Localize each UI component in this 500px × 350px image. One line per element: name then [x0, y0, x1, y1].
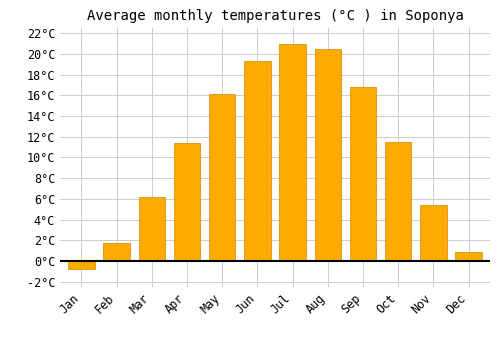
Title: Average monthly temperatures (°C ) in Soponya: Average monthly temperatures (°C ) in So… — [86, 9, 464, 23]
Bar — [385, 142, 411, 261]
Bar — [420, 205, 446, 261]
Bar — [244, 61, 270, 261]
Bar — [456, 252, 481, 261]
Bar — [104, 244, 130, 261]
Bar — [68, 261, 94, 270]
Bar — [209, 94, 236, 261]
Bar — [138, 197, 165, 261]
Bar — [280, 43, 306, 261]
Bar — [314, 49, 341, 261]
Bar — [350, 87, 376, 261]
Bar — [174, 143, 200, 261]
